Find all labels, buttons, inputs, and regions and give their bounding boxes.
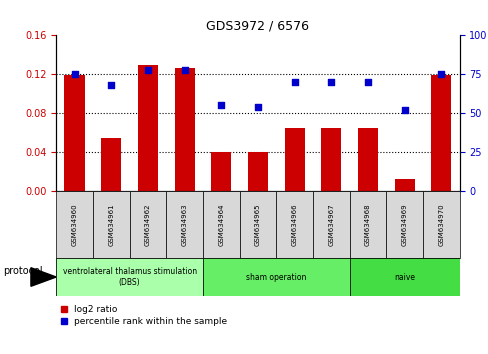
Point	[436, 72, 444, 77]
Point	[400, 107, 407, 113]
Text: GSM634961: GSM634961	[108, 204, 114, 246]
Bar	[138, 64, 158, 191]
Bar	[394, 178, 414, 191]
Text: GSM634964: GSM634964	[218, 204, 224, 246]
Bar	[430, 75, 450, 191]
Text: GSM634968: GSM634968	[364, 204, 370, 246]
Bar	[56, 191, 93, 258]
Bar	[276, 191, 312, 258]
Point	[217, 103, 224, 108]
Bar	[174, 68, 194, 191]
Text: GSM634970: GSM634970	[437, 204, 444, 246]
Bar	[284, 128, 304, 191]
Bar	[203, 258, 349, 296]
Bar	[422, 191, 459, 258]
Bar	[56, 258, 203, 296]
Bar	[166, 191, 203, 258]
Bar	[211, 152, 231, 191]
Title: GDS3972 / 6576: GDS3972 / 6576	[206, 20, 309, 33]
Text: ventrolateral thalamus stimulation
(DBS): ventrolateral thalamus stimulation (DBS)	[62, 267, 196, 287]
Text: GSM634962: GSM634962	[144, 204, 151, 246]
Point	[180, 67, 188, 73]
Text: GSM634963: GSM634963	[181, 204, 187, 246]
Text: naive: naive	[393, 273, 414, 281]
Point	[326, 79, 334, 85]
Bar	[349, 258, 459, 296]
Text: sham operation: sham operation	[245, 273, 306, 281]
Bar	[203, 191, 239, 258]
Bar	[357, 128, 377, 191]
Bar	[312, 191, 349, 258]
Text: protocol: protocol	[3, 267, 42, 276]
Bar	[129, 191, 166, 258]
Point	[70, 72, 78, 77]
Bar	[321, 128, 341, 191]
Point	[363, 79, 371, 85]
Bar	[386, 191, 422, 258]
Text: GSM634969: GSM634969	[401, 204, 407, 246]
Bar	[239, 191, 276, 258]
Bar	[349, 191, 386, 258]
Text: GSM634960: GSM634960	[71, 204, 78, 246]
Point	[253, 104, 261, 110]
Bar	[101, 138, 121, 191]
Text: GSM634965: GSM634965	[254, 204, 261, 246]
Text: GSM634967: GSM634967	[327, 204, 334, 246]
Bar	[247, 152, 267, 191]
Point	[143, 67, 151, 73]
Legend: log2 ratio, percentile rank within the sample: log2 ratio, percentile rank within the s…	[61, 306, 227, 326]
Text: GSM634966: GSM634966	[291, 204, 297, 246]
Polygon shape	[31, 268, 56, 286]
Bar	[64, 75, 84, 191]
Point	[107, 82, 115, 88]
Point	[290, 79, 298, 85]
Bar	[93, 191, 129, 258]
